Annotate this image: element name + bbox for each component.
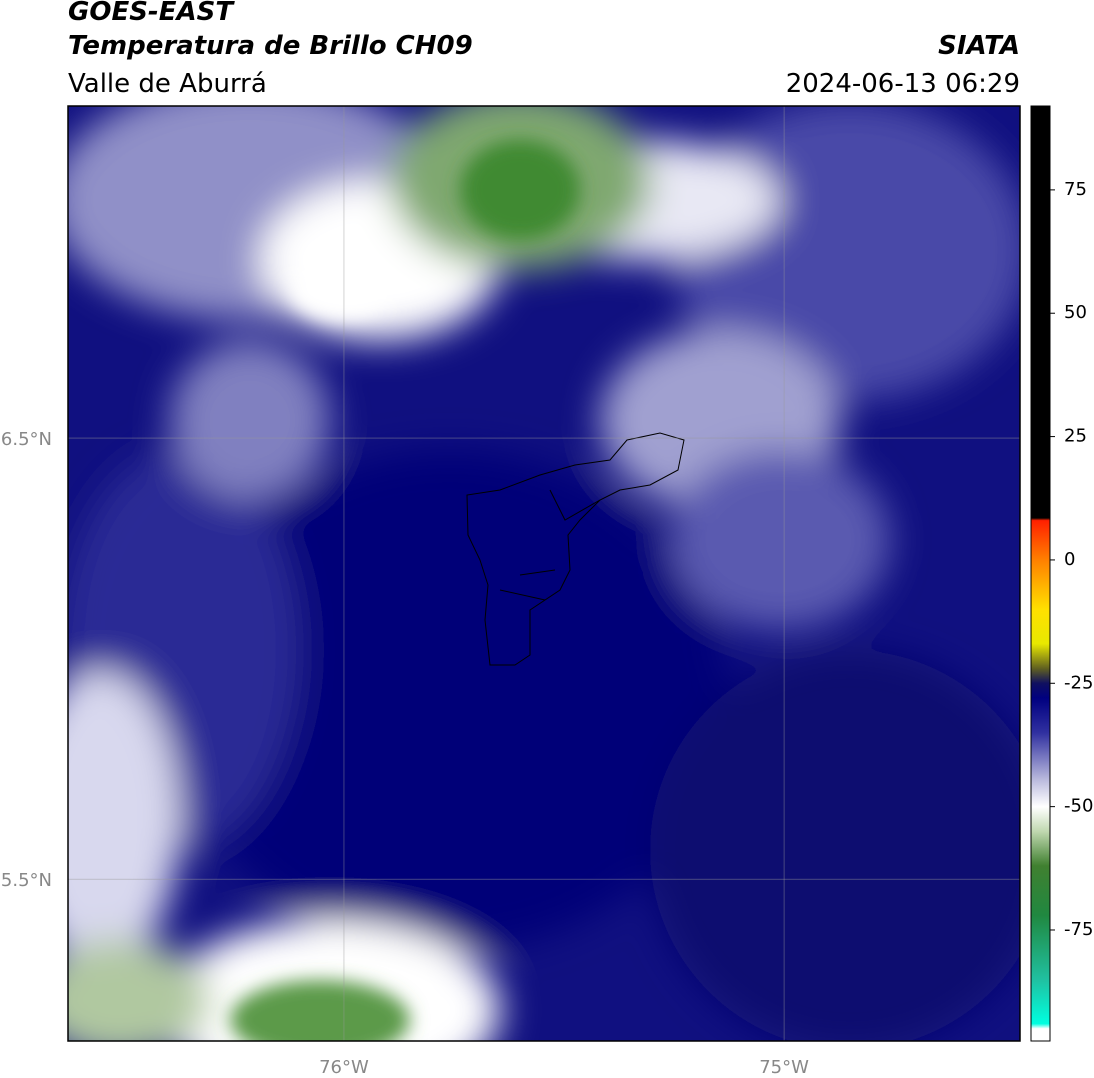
title: GOES-EAST	[68, 0, 235, 27]
subtitle: Temperatura de Brillo CH09	[68, 31, 473, 61]
map-frame	[67, 105, 1021, 1042]
colorbar-tick-label: -50	[1064, 796, 1093, 817]
datetime: 2024-06-13 06:29	[786, 69, 1020, 99]
colorbar-tick-label: -25	[1064, 672, 1093, 693]
colorbar-tick-label: 75	[1064, 179, 1087, 200]
colorbar-tick-label: 25	[1064, 426, 1087, 447]
colorbar-tick-label: 50	[1064, 302, 1087, 323]
colorbar-tick-label: -75	[1064, 919, 1093, 940]
lon-label: 76°W	[319, 1057, 369, 1078]
source: SIATA	[938, 31, 1020, 61]
colorbar	[1030, 105, 1051, 1042]
lat-label: 5.5°N	[1, 870, 52, 891]
lat-label: 6.5°N	[1, 429, 52, 450]
valley-boundary	[466, 432, 685, 666]
region: Valle de Aburrá	[68, 69, 267, 99]
lon-label: 75°W	[759, 1057, 809, 1078]
satellite-image	[68, 106, 1020, 1041]
colorbar-tick-label: 0	[1064, 549, 1075, 570]
